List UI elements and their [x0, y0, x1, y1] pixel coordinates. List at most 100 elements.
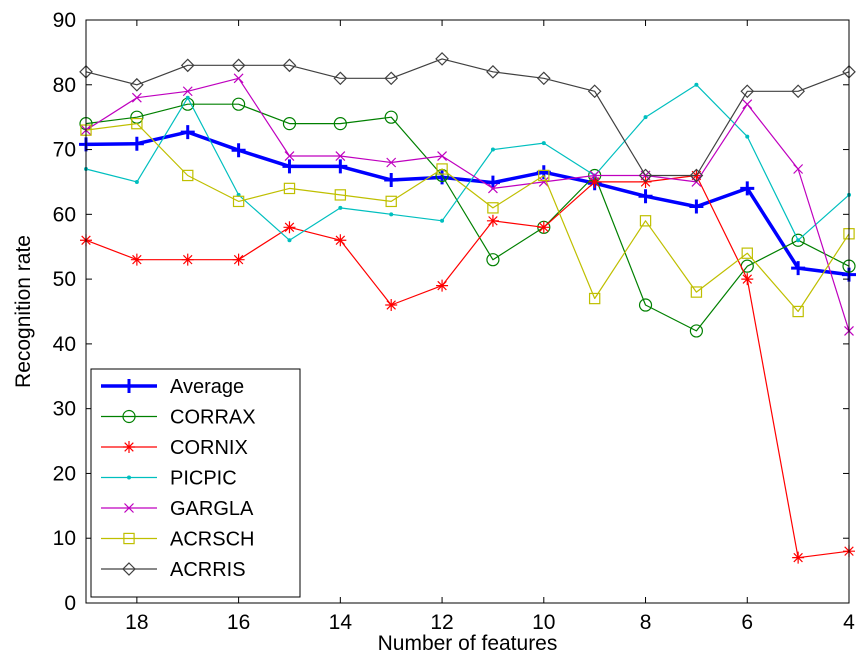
data-point	[793, 164, 804, 174]
data-point	[740, 181, 755, 196]
data-point	[486, 253, 500, 267]
data-point	[386, 157, 397, 168]
series-line-corrax	[85, 103, 850, 332]
data-point	[745, 134, 750, 139]
data-point	[232, 97, 246, 111]
data-point	[792, 551, 805, 564]
legend-item-acrsch: ACRSCH	[101, 529, 254, 551]
data-point	[741, 273, 754, 286]
data-point	[589, 170, 600, 181]
legend-swatch-marker	[124, 503, 134, 513]
data-point	[231, 143, 246, 158]
legend-swatch-marker	[122, 379, 136, 393]
data-point	[333, 71, 348, 86]
data-point	[486, 64, 500, 79]
y-tick-label: 0	[64, 592, 76, 615]
data-point	[485, 175, 500, 190]
data-point	[487, 202, 499, 214]
data-point	[536, 71, 551, 86]
data-point	[384, 173, 399, 188]
x-tick-label: 18	[125, 611, 148, 634]
data-point	[538, 177, 549, 187]
series-line-acrsch	[85, 122, 850, 313]
x-tick-label: 4	[843, 611, 855, 634]
data-point	[287, 238, 292, 243]
data-point	[283, 182, 296, 195]
data-point	[796, 238, 801, 243]
legend-label: CORNIX	[170, 437, 248, 459]
legend-item-corrax: CORRAX	[101, 407, 256, 429]
legend-item-picpic: PICPIC	[101, 468, 237, 490]
plot-frame	[85, 19, 850, 604]
legend-swatch-marker	[122, 562, 136, 576]
data-point	[437, 151, 447, 161]
y-tick-label: 20	[53, 462, 76, 485]
legend-label: Average	[170, 376, 244, 398]
data-point	[638, 168, 653, 183]
x-axis-label: Number of features	[378, 632, 558, 655]
data-point	[488, 183, 498, 194]
series-line-cornix	[85, 174, 850, 559]
series-line-gargla	[85, 77, 850, 332]
data-point	[134, 179, 139, 184]
y-tick-label: 60	[53, 203, 76, 226]
legend-label: CORRAX	[170, 407, 256, 429]
data-point	[435, 170, 450, 185]
legend-item-gargla: GARGLA	[101, 498, 254, 520]
legend-item-average: Average	[101, 376, 244, 398]
data-point	[282, 159, 297, 174]
y-tick-label: 90	[53, 9, 76, 32]
x-tick-label: 12	[430, 611, 453, 634]
x-tick-label: 14	[329, 611, 353, 634]
data-point	[588, 292, 601, 305]
legend-label: ACRRIS	[170, 559, 246, 581]
legend-item-cornix: CORNIX	[101, 437, 248, 459]
data-point	[490, 147, 495, 152]
data-point	[741, 247, 753, 259]
y-tick-label: 80	[53, 74, 76, 97]
data-point	[792, 305, 804, 318]
series-acrris	[79, 52, 856, 183]
data-point	[389, 212, 394, 217]
data-point	[180, 125, 195, 140]
data-point	[182, 86, 193, 97]
data-point	[694, 82, 699, 87]
data-point	[638, 189, 653, 204]
series-average	[79, 125, 856, 282]
data-point	[131, 117, 143, 130]
data-point	[338, 205, 343, 210]
series-line-picpic	[85, 84, 850, 241]
x-tick-label: 10	[532, 611, 555, 634]
data-point	[435, 52, 449, 66]
series-gargla	[81, 73, 854, 336]
data-point	[791, 261, 806, 276]
data-point	[129, 136, 144, 151]
data-point	[538, 169, 550, 182]
series-line-acrris	[85, 58, 850, 177]
data-point	[791, 233, 805, 247]
y-tick-label: 50	[53, 268, 76, 291]
data-point	[384, 71, 399, 86]
data-point	[232, 195, 245, 208]
data-point	[541, 141, 546, 146]
data-point	[690, 286, 703, 298]
data-point	[639, 215, 652, 227]
data-point	[284, 151, 295, 161]
data-point	[791, 84, 805, 99]
legend-swatch-marker	[123, 441, 135, 453]
x-tick-label: 8	[640, 611, 652, 634]
data-point	[334, 189, 347, 201]
legend-label: PICPIC	[170, 468, 237, 490]
data-point	[185, 95, 190, 100]
y-tick-label: 40	[53, 333, 76, 356]
data-point	[335, 151, 346, 161]
data-point	[282, 117, 297, 131]
data-point	[283, 221, 296, 234]
data-point	[130, 253, 143, 266]
legend-box	[90, 368, 301, 598]
data-point	[436, 163, 448, 175]
data-point	[231, 58, 246, 73]
data-point	[385, 299, 398, 312]
data-point	[638, 298, 653, 312]
y-tick-label: 30	[53, 398, 76, 421]
